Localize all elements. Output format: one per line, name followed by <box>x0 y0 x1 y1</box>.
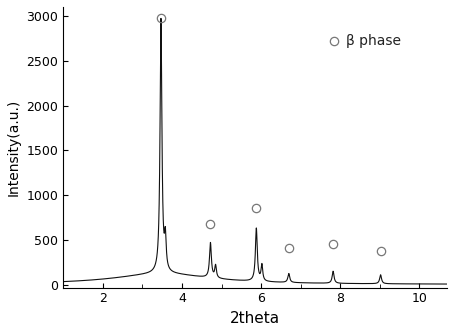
Y-axis label: Intensity(a.u.): Intensity(a.u.) <box>7 99 21 196</box>
Text: β phase: β phase <box>346 34 401 48</box>
X-axis label: 2theta: 2theta <box>230 311 280 326</box>
